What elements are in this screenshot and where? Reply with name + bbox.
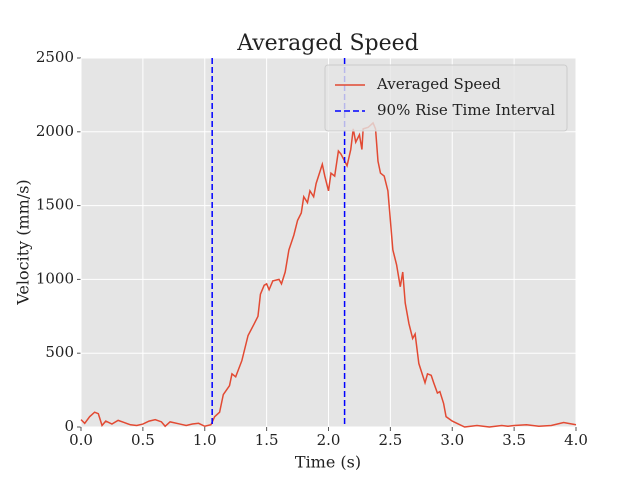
legend-box: [324, 64, 568, 132]
legend-label: 90% Rise Time Interval: [377, 101, 555, 119]
x-tick-label: 0.0: [69, 431, 93, 449]
x-tick-label: 4.0: [564, 431, 588, 449]
x-tick-label: 1.5: [255, 431, 279, 449]
y-tick-label: 2000: [36, 122, 74, 140]
x-tick-label: 3.5: [502, 431, 526, 449]
x-tick-label: 0.5: [131, 431, 155, 449]
x-tick-label: 3.0: [440, 431, 464, 449]
x-tick-label: 1.0: [193, 431, 217, 449]
x-tick-label: 2.5: [378, 431, 402, 449]
y-tick-label: 0: [64, 417, 74, 435]
y-tick-label: 500: [45, 343, 74, 361]
y-tick-label: 1500: [36, 196, 74, 214]
x-axis-label: Time (s): [295, 453, 361, 472]
chart-title: Averaged Speed: [236, 31, 419, 56]
legend-label: Averaged Speed: [376, 75, 501, 93]
y-tick-label: 1000: [36, 269, 74, 287]
x-tick-label: 2.0: [317, 431, 341, 449]
data-line: [80, 121, 577, 428]
legend: Averaged Speed 90% Rise Time Interval: [324, 64, 568, 132]
y-tick-label: 2500: [36, 48, 74, 66]
y-axis-label: Velocity (mm/s): [14, 179, 33, 305]
